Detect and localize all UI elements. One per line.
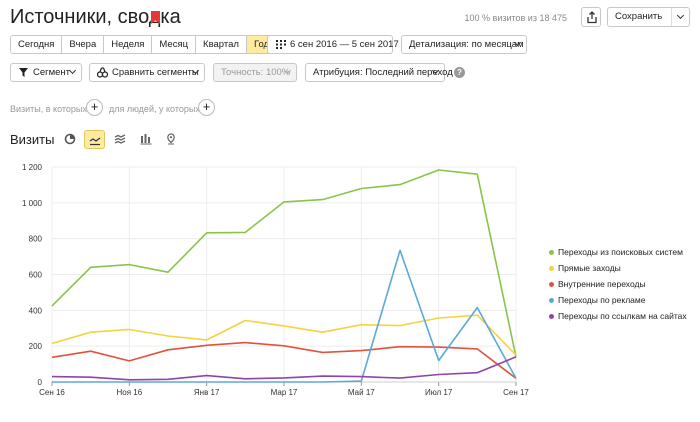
- legend-label: Переходы по рекламе: [558, 295, 646, 305]
- accuracy-dropdown[interactable]: Точность: 100%: [213, 63, 297, 82]
- filter-visits-label: Визиты, в которых: [10, 104, 87, 114]
- legend-item-3[interactable]: Переходы по рекламе: [549, 292, 687, 308]
- map-button[interactable]: [161, 130, 182, 149]
- add-visit-condition-button[interactable]: +: [86, 99, 103, 116]
- legend-dot: [549, 298, 554, 303]
- chart-legend: Переходы из поисковых систем Прямые заход…: [549, 244, 687, 324]
- legend-label: Прямые заходы: [558, 263, 621, 273]
- x-tick-label: Сен 16: [39, 388, 65, 397]
- filter-icon: [19, 68, 28, 77]
- date-range-button[interactable]: 6 сен 2016 — 5 сен 2017: [267, 35, 399, 54]
- legend-item-0[interactable]: Переходы из поисковых систем: [549, 244, 687, 260]
- chevron-down-icon[interactable]: [676, 11, 685, 20]
- bar-chart-button[interactable]: [136, 130, 157, 149]
- area-chart-icon: [114, 134, 126, 144]
- legend-dot: [549, 314, 554, 319]
- help-icon[interactable]: ?: [454, 67, 465, 78]
- legend-label: Переходы по ссылкам на сайтах: [558, 311, 687, 321]
- y-tick-label: 800: [29, 235, 43, 244]
- detail-label: Детализация: по месяцам: [409, 39, 524, 50]
- save-button-divider: [671, 8, 672, 26]
- series-line-4[interactable]: [51, 356, 517, 381]
- attribution-label: Атрибуция: Последний переход: [313, 67, 453, 78]
- segment-label: Сегмент: [33, 67, 71, 78]
- line-chart-button[interactable]: [84, 130, 105, 149]
- x-tick-label: Сен 17: [503, 388, 529, 397]
- y-tick-label: 1 200: [22, 163, 43, 172]
- series-line-1[interactable]: [51, 314, 517, 356]
- series-line-0[interactable]: [51, 169, 517, 358]
- x-tick-label: Май 17: [348, 388, 375, 397]
- export-button[interactable]: [581, 7, 601, 27]
- section-title: Визиты: [10, 132, 55, 147]
- legend-dot: [549, 266, 554, 271]
- legend-item-4[interactable]: Переходы по ссылкам на сайтах: [549, 308, 687, 324]
- period-yesterday[interactable]: Вчера: [62, 36, 105, 53]
- x-tick-label: Янв 17: [194, 388, 220, 397]
- y-tick-label: 0: [38, 378, 43, 387]
- compare-label: Сравнить сегменты: [112, 67, 199, 78]
- pie-chart-button[interactable]: [60, 130, 81, 149]
- export-icon: [587, 11, 597, 24]
- bookmark-icon[interactable]: [151, 11, 160, 24]
- line-chart-icon: [89, 137, 101, 146]
- attribution-dropdown[interactable]: Атрибуция: Последний переход: [305, 63, 453, 82]
- save-button-label: Сохранить: [615, 11, 663, 22]
- series-line-3[interactable]: [52, 249, 517, 383]
- compare-segments-button[interactable]: Сравнить сегменты: [89, 63, 205, 82]
- visits-share-text: 100 % визитов из 18 475: [464, 13, 567, 23]
- accuracy-label: Точность: 100%: [221, 67, 291, 78]
- pie-chart-icon: [64, 133, 76, 145]
- compare-icon: [97, 67, 108, 78]
- map-pin-icon: [167, 133, 175, 145]
- legend-dot: [549, 282, 554, 287]
- y-tick-label: 600: [29, 271, 43, 280]
- date-range-label: 6 сен 2016 — 5 сен 2017: [290, 39, 399, 50]
- x-tick-label: Июл 17: [425, 388, 453, 397]
- x-tick-label: Ноя 16: [116, 388, 142, 397]
- calendar-icon: [276, 40, 286, 49]
- series-line-2[interactable]: [51, 341, 517, 380]
- legend-item-1[interactable]: Прямые заходы: [549, 260, 687, 276]
- page-title: Источники, сводка: [10, 6, 181, 28]
- bar-chart-icon: [140, 134, 152, 145]
- detail-dropdown[interactable]: Детализация: по месяцам: [401, 35, 527, 54]
- period-quarter[interactable]: Квартал: [196, 36, 247, 53]
- period-week[interactable]: Неделя: [104, 36, 153, 53]
- y-tick-label: 1 000: [22, 199, 43, 208]
- legend-dot: [549, 250, 554, 255]
- x-tick-label: Мар 17: [271, 388, 298, 397]
- legend-label: Переходы из поисковых систем: [558, 247, 683, 257]
- segment-button[interactable]: Сегмент: [10, 63, 82, 82]
- y-tick-label: 400: [29, 306, 43, 315]
- area-chart-button[interactable]: [110, 130, 131, 149]
- filter-people-label: для людей, у которых: [109, 104, 200, 114]
- y-tick-label: 200: [29, 342, 43, 351]
- add-people-condition-button[interactable]: +: [198, 99, 215, 116]
- period-month[interactable]: Месяц: [152, 36, 197, 53]
- save-button[interactable]: Сохранить: [607, 7, 690, 27]
- legend-item-2[interactable]: Внутренние переходы: [549, 276, 687, 292]
- period-selector: Сегодня Вчера Неделя Месяц Квартал Год: [10, 35, 278, 54]
- visits-line-chart: 0 200 400 600 800 1 000 1 200 Сен 16 Ноя 16 Янв 1…: [22, 163, 529, 397]
- period-today[interactable]: Сегодня: [11, 36, 63, 53]
- legend-label: Внутренние переходы: [558, 279, 646, 289]
